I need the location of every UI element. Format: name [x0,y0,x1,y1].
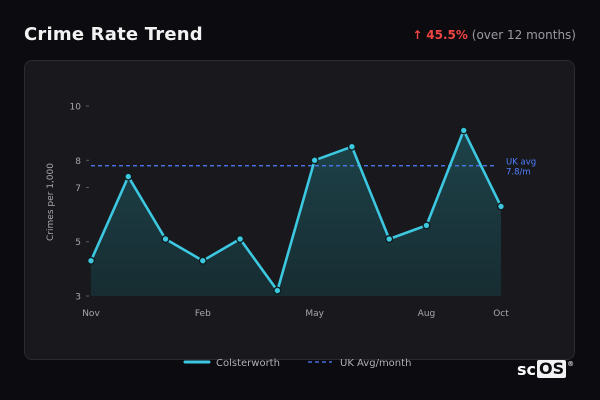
legend: Colsterworth UK Avg/month [183,358,411,369]
chart-title: Crime Rate Trend [24,24,203,45]
logo-text-sc: sc [517,359,537,379]
uk-avg-label: UK avg [506,158,536,168]
change-indicator: ↑ 45.5% (over 12 months) [412,28,576,42]
logo-registered-mark: ® [567,360,575,368]
x-tick-label: Oct [493,309,509,319]
logo-text-os: OS [537,359,567,378]
y-tick-label: 10 [70,103,82,113]
data-point-core [274,287,280,294]
data-points [86,126,506,295]
data-point-core [125,173,131,180]
y-axis-label: Crimes per 1,000 [46,163,56,241]
up-arrow-icon: ↑ [412,28,423,42]
data-point-core [88,258,94,264]
colsterworth-line [89,129,503,292]
data-point-core [498,203,504,210]
data-point-core [349,144,355,150]
legend-avg-label: UK Avg/month [340,358,411,369]
data-point-core [461,127,467,134]
y-tick-label: 8 [75,157,81,167]
data-point-core [386,236,392,242]
x-tick-label: Feb [195,309,211,319]
data-point-core [423,222,430,229]
legend-colsterworth-label: Colsterworth [216,358,280,369]
header: Crime Rate Trend ↑ 45.5% (over 12 months… [24,24,576,52]
y-tick-label: 5 [75,238,81,248]
data-point-core [162,236,169,242]
x-tick-label: Aug [418,309,436,319]
data-point-core [237,236,243,242]
x-tick-label: Nov [82,309,100,319]
data-point-core [200,258,206,264]
change-value: 45.5% [426,28,468,42]
y-tick-label: 7 [75,184,81,194]
y-tick-label: 3 [75,293,81,303]
area-fill [91,130,501,296]
scos-logo: sc OS ® [517,359,574,379]
x-tick-label: May [305,309,324,319]
axes: 3 5 7 8 10 Nov Feb May Aug Oct [70,103,510,320]
uk-avg-value-label: 7.8/m [506,168,531,178]
change-note: (over 12 months) [471,28,576,42]
data-point-core [312,157,318,163]
